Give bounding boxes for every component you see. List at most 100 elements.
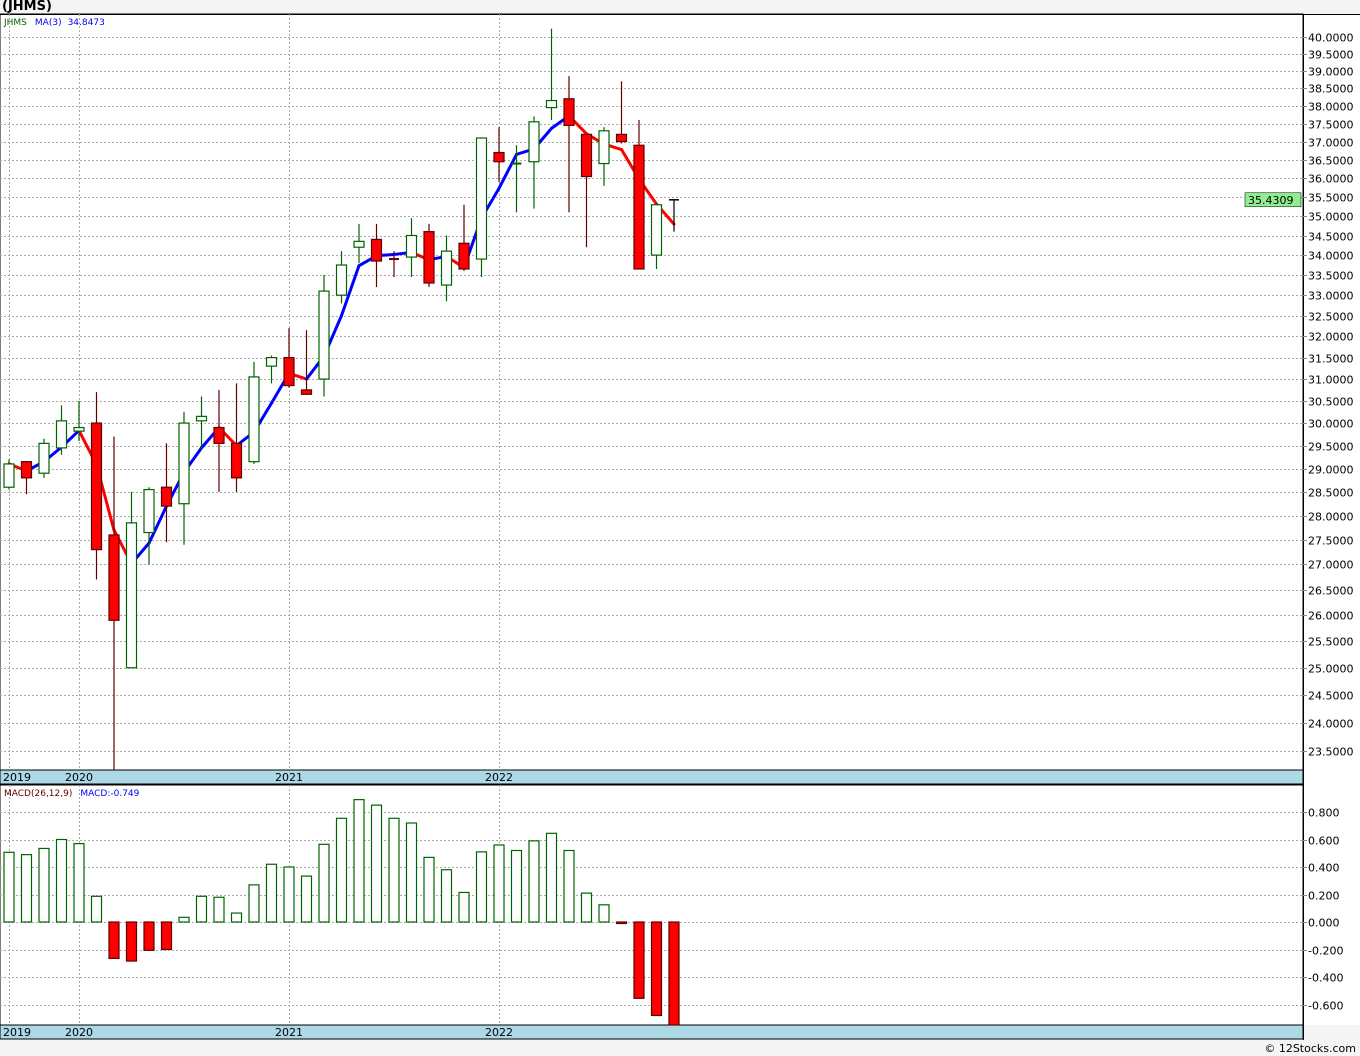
price-tick-label: 33.0000 [1308, 290, 1354, 303]
price-tick-label: 24.0000 [1308, 718, 1354, 731]
macd-bar [195, 895, 208, 923]
year-label: 2020 [65, 771, 93, 784]
candle-body [38, 442, 50, 474]
price-tick-label: 36.0000 [1308, 173, 1354, 186]
macd-bar [388, 817, 400, 923]
macd-bar [230, 912, 243, 923]
macd-bar [510, 849, 523, 923]
price-tick-label: 40.0000 [1308, 32, 1354, 45]
price-tick-label: 33.5000 [1308, 270, 1354, 283]
candle-body [353, 240, 365, 248]
macd-bar [615, 921, 628, 925]
candle-body [650, 204, 663, 256]
candle [405, 218, 418, 277]
candle-body [178, 422, 190, 505]
candle-body [615, 133, 628, 143]
candle [511, 145, 522, 213]
candle-body [160, 486, 173, 507]
price-tick-label: 31.5000 [1308, 353, 1354, 366]
price-legend: JHMS MA(3) 34.8473 [3, 18, 105, 28]
candle-body [580, 133, 593, 178]
candle-body [73, 426, 85, 432]
price-tick-label: 26.0000 [1308, 610, 1354, 623]
candle [73, 400, 85, 442]
candle-body [283, 356, 295, 387]
macd-bar [73, 843, 85, 923]
price-tick-label: 25.5000 [1308, 636, 1354, 649]
price-tick-label: 24.5000 [1308, 690, 1354, 703]
macd-bar [90, 895, 103, 923]
price-tick-label: 30.0000 [1308, 418, 1354, 431]
candle [318, 274, 330, 397]
price-panel [0, 13, 1304, 771]
macd-bar [300, 875, 313, 923]
price-tick-label: 34.5000 [1308, 231, 1354, 244]
candle-body [440, 250, 453, 286]
candle-body [318, 290, 330, 380]
candle [125, 491, 138, 669]
candle-body [213, 426, 225, 444]
macd-bar [650, 921, 663, 1017]
macd-bar [563, 849, 575, 923]
macd-bar [178, 916, 190, 923]
candle [20, 461, 33, 495]
macd-tick-label: 0.600 [1308, 835, 1340, 848]
last-price-label: 35.4309 [1248, 194, 1294, 207]
candle-body [370, 238, 383, 262]
candle [370, 223, 383, 288]
candle [580, 133, 593, 248]
price-tick-label: 29.5000 [1308, 441, 1354, 454]
candle [475, 137, 488, 277]
macd-tick-label: -0.400 [1308, 972, 1343, 985]
macd-bar [405, 822, 418, 923]
macd-tick-label: 0.000 [1308, 917, 1340, 930]
macd-legend: MACD(26,12,9) MACD:-0.749 [4, 789, 140, 799]
macd-bar [3, 851, 15, 923]
candle-body [248, 376, 260, 463]
year-label: 2021 [275, 1026, 303, 1039]
macd-bar [143, 921, 155, 951]
candle [389, 251, 399, 277]
macd-bar [493, 844, 505, 923]
year-label: 2021 [275, 771, 303, 784]
price-tick-label: 37.5000 [1308, 119, 1354, 132]
price-tick-label: 39.0000 [1308, 66, 1354, 79]
candle [493, 127, 505, 183]
price-tick-label: 30.5000 [1308, 396, 1354, 409]
candle-body [90, 422, 103, 551]
ma-line-segment [497, 152, 518, 190]
candle [160, 443, 173, 543]
macd-bar [353, 799, 365, 923]
macd-tick-label: 0.400 [1308, 862, 1340, 875]
macd-tick-label: -0.200 [1308, 945, 1343, 958]
macd-tick-label: 0.800 [1308, 807, 1340, 820]
candle [528, 116, 540, 209]
candle [3, 459, 15, 490]
price-tick-label: 26.5000 [1308, 585, 1354, 598]
candle [108, 436, 120, 770]
candle-body [598, 130, 610, 165]
macd-bar [633, 921, 645, 999]
year-label: 2022 [485, 771, 513, 784]
candle [300, 330, 313, 395]
candle-body [633, 144, 645, 270]
chart-title: (JHMS) [2, 0, 52, 14]
candle-body [125, 522, 138, 669]
candle [545, 28, 558, 121]
candle-body [230, 442, 243, 479]
candle [563, 76, 575, 213]
ma-line-segment [147, 504, 168, 545]
candle [195, 396, 208, 451]
macd-bar [458, 891, 470, 923]
candle [440, 235, 453, 302]
year-label: 2019 [3, 1026, 31, 1039]
candle-body [3, 463, 15, 488]
macd-bar [38, 847, 50, 923]
candle [423, 223, 435, 288]
candle-body [423, 231, 435, 284]
candle [669, 199, 679, 232]
candle-body [335, 264, 348, 296]
macd-bar [318, 843, 330, 923]
price-tick-label: 35.5000 [1308, 192, 1354, 205]
price-tick-label: 23.5000 [1308, 746, 1354, 759]
